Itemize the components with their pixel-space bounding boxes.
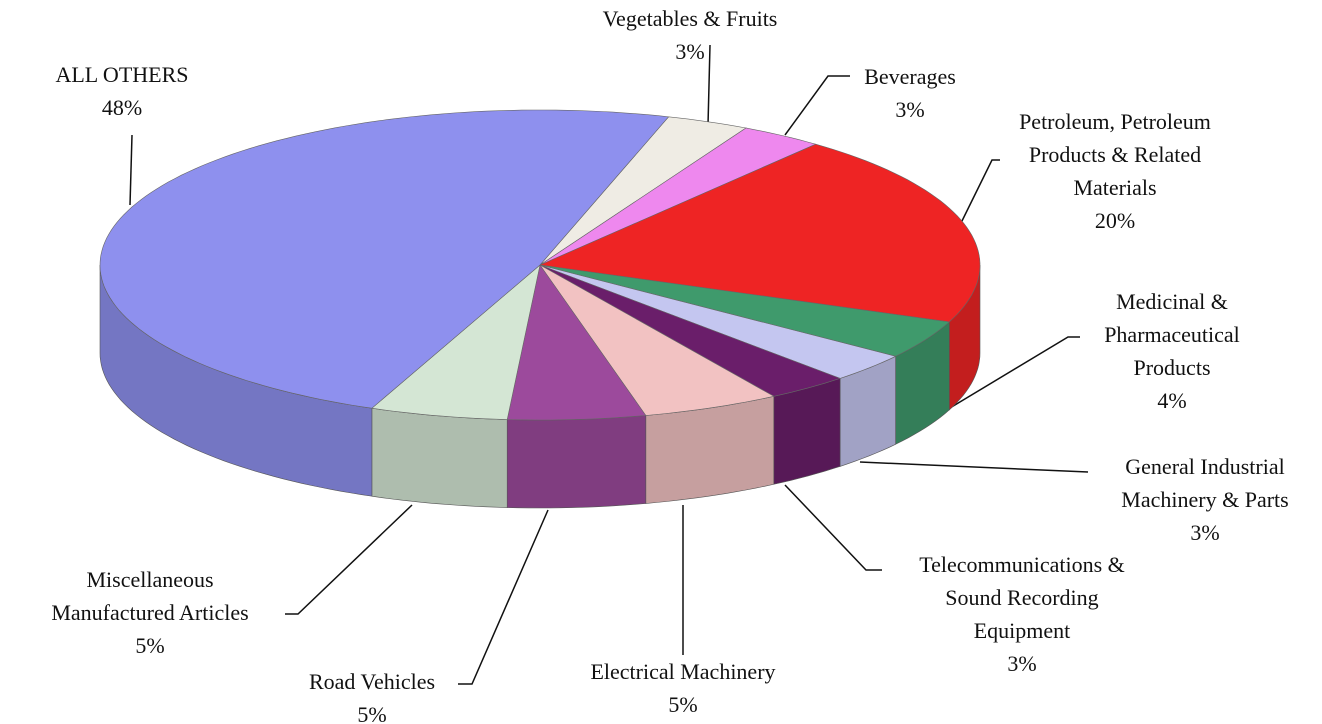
leader-line	[458, 509, 549, 685]
slice-label: Petroleum, Petroleum Products & Related …	[1000, 105, 1230, 237]
slice-label: Beverages 3%	[830, 60, 990, 126]
value-label: 48%	[101, 95, 143, 120]
category-name: Petroleum, Petroleum Products & Related …	[1019, 109, 1211, 200]
category-name: Road Vehicles	[308, 669, 436, 694]
leader-line	[784, 75, 850, 136]
leader-line	[959, 159, 1000, 226]
slice	[506, 264, 647, 421]
category-name: Electrical Machinery	[590, 659, 776, 684]
slice-label: Miscellaneous Manufactured Articles 5%	[40, 563, 260, 662]
slice-label: Vegetables & Fruits 3%	[560, 2, 820, 68]
slice-label: ALL OTHERS 48%	[22, 58, 222, 124]
leader-line	[129, 134, 133, 206]
slice	[371, 264, 541, 420]
value-label: 3%	[1190, 520, 1220, 545]
value-label: 5%	[135, 633, 165, 658]
value-label: 3%	[895, 97, 925, 122]
slice	[538, 143, 981, 323]
value-label: 3%	[1007, 651, 1037, 676]
slice	[539, 127, 817, 266]
slice	[539, 264, 842, 397]
leader-line	[904, 336, 1080, 436]
category-name: General Industrial Machinery & Parts	[1121, 454, 1289, 512]
slice	[539, 116, 747, 266]
leader-line	[859, 461, 1089, 473]
slice	[99, 109, 670, 409]
value-label: 5%	[357, 702, 387, 724]
leader-line	[707, 44, 711, 126]
value-label: 5%	[668, 692, 698, 717]
slice-label: Electrical Machinery 5%	[533, 655, 833, 721]
value-label: 3%	[675, 39, 705, 64]
category-name: Medicinal & Pharmaceutical Products	[1104, 289, 1240, 380]
slice	[539, 264, 950, 357]
slice	[539, 264, 775, 416]
leader-line	[784, 484, 882, 571]
value-label: 20%	[1094, 208, 1136, 233]
slice-label: Telecommunications & Sound Recording Equ…	[917, 548, 1127, 680]
category-name: Miscellaneous Manufactured Articles	[51, 567, 249, 625]
leader-line	[285, 504, 413, 615]
category-name: ALL OTHERS	[55, 62, 189, 87]
slice-side	[371, 407, 508, 508]
value-label: 4%	[1157, 388, 1187, 413]
category-name: Beverages	[864, 64, 956, 89]
leader-lines	[129, 44, 1089, 685]
pie-sides	[99, 264, 981, 509]
slice	[539, 264, 897, 379]
slice-side	[506, 415, 647, 509]
category-name: Telecommunications & Sound Recording Equ…	[919, 552, 1125, 643]
slice-label: Road Vehicles 5%	[272, 665, 472, 724]
pie-tops	[99, 109, 981, 421]
slice-label: Medicinal & Pharmaceutical Products 4%	[1097, 285, 1247, 417]
slice-label: General Industrial Machinery & Parts 3%	[1110, 450, 1300, 549]
category-name: Vegetables & Fruits	[602, 6, 778, 31]
